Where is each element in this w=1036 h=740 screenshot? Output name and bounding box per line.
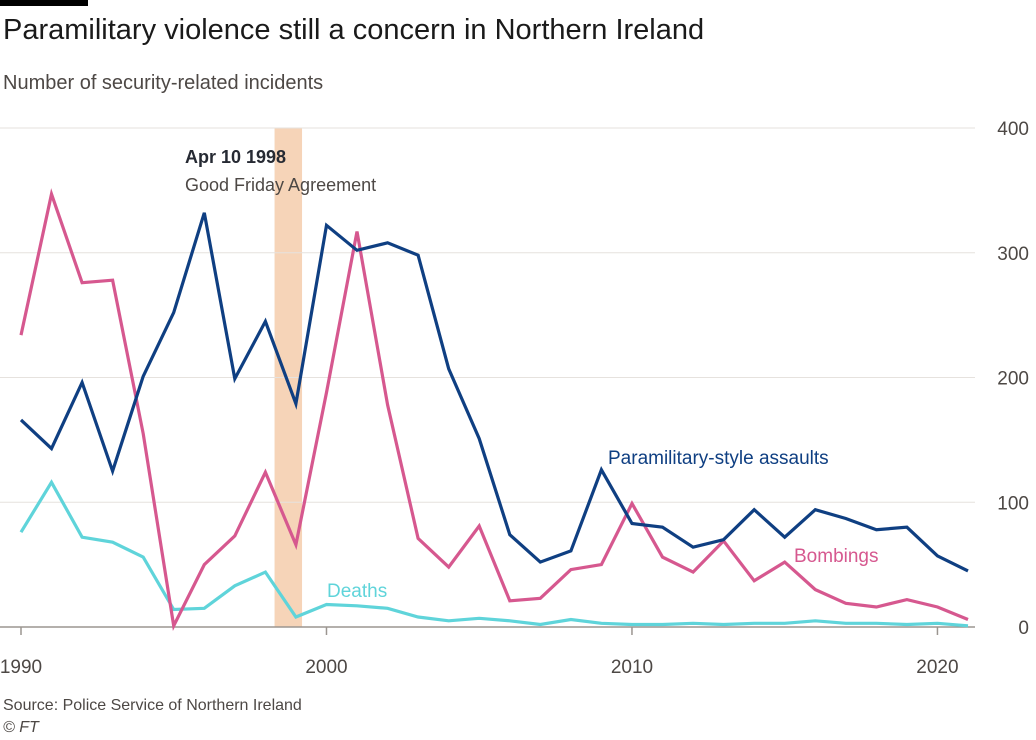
y-tick-label-400: 400 (997, 119, 1029, 140)
x-tick-label-2000: 2000 (305, 657, 347, 678)
y-tick-label-300: 300 (997, 244, 1029, 265)
annotation-label: Good Friday Agreement (185, 175, 376, 195)
x-tick-label-2010: 2010 (611, 657, 653, 678)
series-label-assaults: Paramilitary-style assaults (608, 448, 829, 469)
y-tick-label-100: 100 (997, 493, 1029, 514)
series-label-deaths: Deaths (327, 581, 387, 602)
chart-title: Paramilitary violence still a concern in… (3, 14, 705, 46)
label-layer: Paramilitary-style assaults Bombings Dea… (327, 448, 879, 602)
series-line-bombings (19, 188, 969, 631)
series-label-bombings: Bombings (794, 546, 879, 567)
grid-layer (0, 127, 975, 628)
x-tick-label-1990: 1990 (0, 657, 42, 678)
y-tick-label-200: 200 (997, 369, 1029, 390)
line-chart: 0 100 200 300 400 1990 2000 2010 2020 Apr 10 199… (0, 119, 1029, 678)
y-tick-label-0: 0 (1018, 618, 1029, 639)
tick-layer: 0 100 200 300 400 1990 2000 2010 2020 (0, 119, 1029, 678)
credit-note: © FT (3, 719, 39, 736)
source-note: Source: Police Service of Northern Irela… (3, 697, 302, 714)
annotation-date: Apr 10 1998 (185, 147, 286, 167)
annotation-layer: Apr 10 1998 Good Friday Agreement (185, 147, 376, 195)
series-layer (19, 188, 969, 631)
brand-top-bar (0, 0, 88, 6)
x-tick-label-2020: 2020 (916, 657, 958, 678)
series-line-deaths (19, 479, 969, 628)
chart-subtitle: Number of security-related incidents (3, 72, 324, 94)
series-line-assaults (19, 212, 969, 573)
